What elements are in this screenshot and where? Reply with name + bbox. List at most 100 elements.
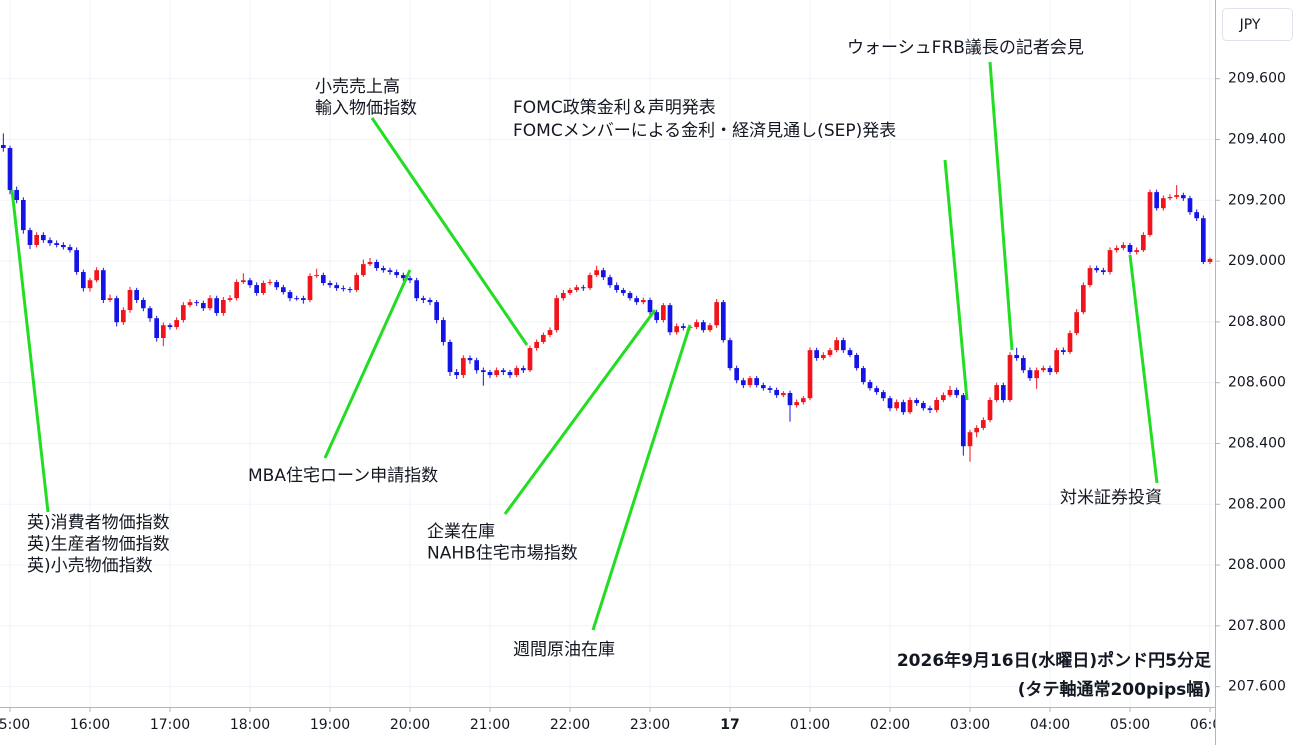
- grid: [0, 0, 1215, 707]
- candle-body: [507, 372, 513, 376]
- candle-body: [1201, 218, 1206, 263]
- candle-body: [1147, 192, 1153, 235]
- candles: [0, 133, 1213, 462]
- candle-body: [1161, 198, 1166, 209]
- candle-body: [41, 234, 46, 241]
- candle-body: [1141, 234, 1146, 251]
- candle-body: [321, 275, 326, 283]
- candle-body: [741, 380, 746, 386]
- candle-body: [1081, 285, 1086, 313]
- x-tick-label: 15:00: [0, 717, 30, 733]
- candle-body: [154, 318, 159, 338]
- candle-body: [61, 244, 66, 248]
- candle-body: [114, 298, 119, 323]
- annotation-text: FOMCメンバーによる金利・経済見通し(SEP)発表: [513, 121, 896, 141]
- candle-body: [294, 298, 299, 300]
- candle-body: [221, 300, 226, 314]
- y-tick-label: 208.000: [1228, 557, 1286, 573]
- candle-body: [1027, 370, 1033, 379]
- candle-body: [1054, 350, 1059, 373]
- candle-body: [734, 368, 739, 381]
- x-tick-label: 20:00: [390, 717, 430, 733]
- candle-body: [247, 280, 253, 286]
- candle-body: [701, 322, 706, 331]
- candle-body: [574, 287, 579, 290]
- candle-body: [894, 402, 899, 409]
- candle-body: [494, 370, 499, 376]
- candle-body: [727, 340, 733, 369]
- candle-body: [601, 270, 606, 278]
- candle-body: [947, 389, 953, 396]
- candle-body: [547, 330, 553, 335]
- candle-body: [927, 408, 933, 411]
- y-tick-label: 209.000: [1228, 253, 1286, 269]
- y-tick-label: 209.600: [1228, 71, 1286, 87]
- candle-body: [1194, 212, 1199, 219]
- candle-body: [787, 393, 793, 406]
- candle-body: [754, 378, 759, 386]
- candle-body: [194, 302, 199, 304]
- candle-body: [707, 325, 713, 331]
- candle-body: [127, 289, 133, 311]
- candle-body: [774, 389, 779, 396]
- candle-body: [0, 144, 6, 149]
- annotation-text: 対米証券投資: [1060, 488, 1162, 508]
- candle-body: [1074, 312, 1079, 334]
- candle-body: [934, 400, 939, 411]
- caption: 2026年9月16日(水曜日)ポンド円5分足: [897, 650, 1211, 671]
- candle-body: [447, 341, 453, 373]
- x-tick-label: 02:00: [870, 717, 910, 733]
- candle-body: [647, 300, 653, 313]
- candle-body: [747, 378, 753, 386]
- x-tick-label: 04:00: [1030, 717, 1070, 733]
- candle-body: [1001, 385, 1006, 401]
- candle-body: [74, 250, 79, 273]
- candle-body: [954, 389, 959, 396]
- candle-body: [461, 358, 466, 376]
- candle-body: [467, 358, 473, 361]
- candle-body: [1014, 355, 1019, 359]
- candle-body: [721, 302, 726, 341]
- currency-box[interactable]: [1222, 8, 1293, 41]
- candle-body: [174, 320, 179, 328]
- candle-body: [307, 275, 313, 301]
- candle-body: [474, 360, 479, 371]
- candle-body: [634, 298, 639, 303]
- candle-body: [881, 392, 886, 399]
- y-tick-label: 208.800: [1228, 314, 1286, 330]
- annotation-line: [943, 159, 969, 401]
- candle-body: [987, 400, 993, 421]
- candle-body: [847, 350, 853, 356]
- candle-body: [481, 370, 486, 373]
- candle-body: [834, 340, 839, 351]
- candle-body: [347, 289, 353, 291]
- x-tick-label: 21:00: [470, 717, 510, 733]
- candle-body: [161, 325, 166, 338]
- candle-body: [167, 325, 173, 328]
- candle-body: [714, 302, 719, 326]
- candle-body: [1187, 198, 1193, 213]
- candle-body: [501, 370, 506, 373]
- candle-body: [901, 402, 906, 413]
- candle-body: [147, 308, 153, 319]
- candle-body: [814, 350, 819, 359]
- candle-body: [47, 240, 53, 244]
- x-tick-label: 23:00: [630, 717, 670, 733]
- annotation-line: [323, 269, 412, 459]
- candle-body: [14, 189, 19, 201]
- candle-body: [1107, 250, 1113, 273]
- annotation-line: [10, 189, 50, 513]
- candle-body: [781, 393, 786, 396]
- candle-body: [1067, 333, 1073, 352]
- y-tick-label: 208.400: [1228, 435, 1286, 451]
- candle-body: [381, 268, 386, 271]
- candle-body: [394, 272, 399, 276]
- candle-body: [427, 300, 433, 303]
- candle-body: [907, 400, 913, 413]
- candle-body: [1134, 250, 1139, 252]
- x-tick-label: 17: [720, 717, 739, 733]
- candle-body: [1114, 248, 1119, 251]
- candle-body: [21, 200, 26, 231]
